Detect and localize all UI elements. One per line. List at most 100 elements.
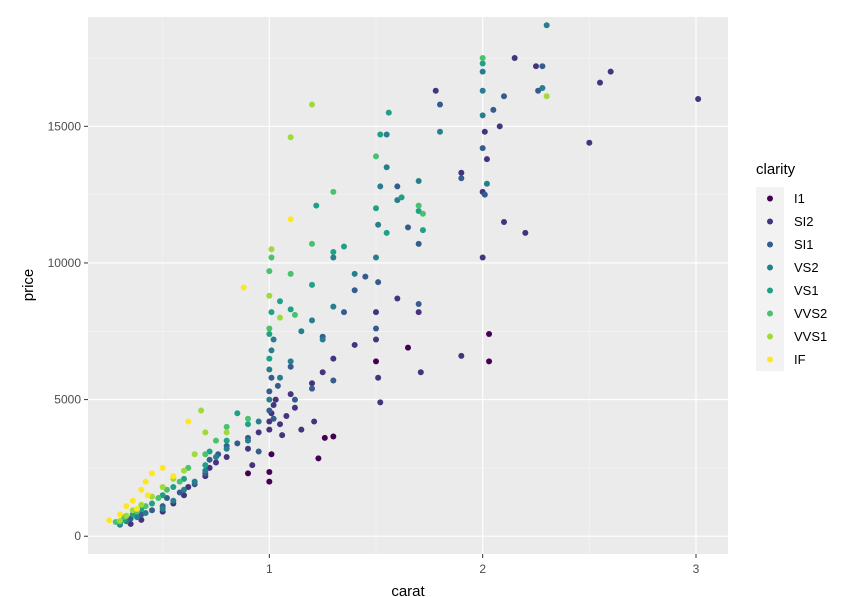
data-point-vs1 [268, 309, 275, 316]
y-axis-title: price [20, 269, 37, 302]
data-point-si1 [373, 325, 379, 332]
data-point-si2 [511, 54, 518, 61]
data-point-vvs1 [138, 501, 145, 508]
data-point-si2 [458, 352, 465, 359]
data-point-vvs1 [159, 484, 166, 491]
y-axis-ticks: 0 5000 10000 15000 [48, 119, 88, 543]
data-point-vs1 [266, 355, 273, 362]
data-point-si1 [287, 363, 294, 370]
data-point-if [149, 470, 155, 477]
data-point-vs2 [134, 514, 141, 521]
data-point-si2 [501, 218, 507, 225]
data-point-si2 [607, 68, 614, 75]
data-point-si1 [481, 191, 488, 198]
data-point-vvs2 [419, 210, 426, 217]
data-point-vvs2 [176, 478, 183, 485]
data-point-si2 [394, 295, 401, 302]
data-point-si2 [185, 484, 192, 491]
data-point-si1 [176, 489, 183, 496]
data-point-vvs2 [163, 486, 170, 493]
data-point-vs1 [398, 194, 405, 201]
data-point-si1 [479, 145, 486, 152]
data-point-si2 [483, 156, 490, 163]
data-point-vs1 [377, 131, 384, 138]
data-point-si2 [415, 309, 422, 316]
data-point-si2 [266, 426, 273, 433]
data-point-vvs2 [479, 54, 486, 61]
data-point-si2 [330, 355, 337, 362]
data-point-si1 [149, 507, 155, 514]
data-point-vvs1 [543, 93, 550, 100]
data-point-i1 [266, 469, 273, 476]
data-point-vs2 [181, 486, 187, 493]
data-point-vs1 [385, 109, 392, 116]
data-point-si1 [535, 87, 542, 94]
data-point-vvs2 [287, 270, 294, 277]
data-point-vs2 [483, 180, 490, 187]
data-point-vs2 [415, 177, 422, 184]
data-point-si2 [432, 87, 439, 94]
data-point-vs1 [223, 437, 230, 444]
data-point-si2 [272, 396, 279, 403]
data-point-vs2 [377, 183, 384, 190]
data-point-si1 [415, 240, 422, 247]
legend-label: VVS2 [794, 306, 827, 321]
data-point-vs1 [149, 500, 155, 507]
x-axis-title: carat [391, 583, 425, 597]
data-point-vs2 [351, 270, 358, 277]
data-point-si2 [351, 341, 358, 348]
legend: clarity I1 SI2 SI1 VS2 VS1 VVS2 VVS1 IF [756, 161, 827, 371]
data-point-i1 [330, 433, 337, 440]
data-point-vvs1 [123, 512, 130, 519]
data-point-si2 [277, 421, 283, 428]
data-point-vvs2 [155, 494, 162, 501]
data-point-si2 [479, 254, 486, 261]
data-point-si2 [283, 412, 290, 419]
data-point-vs2 [202, 467, 209, 474]
x-tick-label: 3 [693, 562, 700, 576]
data-point-vs1 [341, 243, 347, 250]
data-point-si2 [586, 139, 593, 146]
data-point-vs1 [170, 484, 177, 491]
data-point-i1 [245, 470, 251, 477]
data-point-if [144, 492, 151, 499]
data-point-si1 [291, 396, 298, 403]
data-point-vs2 [543, 22, 550, 29]
data-point-si1 [266, 407, 273, 414]
data-point-vs1 [373, 205, 379, 212]
legend-item-vs1: VS1 [756, 279, 819, 302]
data-point-si1 [234, 440, 241, 447]
data-point-vs2 [142, 510, 149, 517]
data-point-if [117, 511, 123, 518]
data-point-si2 [291, 404, 298, 411]
data-point-si1 [405, 224, 411, 231]
data-point-si2 [245, 445, 251, 452]
data-point-si1 [394, 183, 401, 190]
data-point-si2 [311, 418, 318, 425]
data-point-si2 [522, 229, 529, 236]
data-point-vs1 [309, 281, 315, 288]
data-point-if [129, 497, 136, 504]
legend-item-si1: SI1 [756, 233, 814, 256]
data-point-si2 [223, 453, 230, 460]
y-tick-label: 10000 [48, 256, 82, 270]
data-point-if [106, 517, 113, 524]
data-point-vvs1 [181, 467, 187, 474]
data-point-vs2 [268, 347, 275, 354]
data-point-vs2 [255, 418, 262, 425]
data-point-si2 [287, 391, 294, 398]
data-point-vvs2 [213, 437, 219, 444]
data-point-i1 [486, 331, 493, 338]
data-point-si1 [415, 300, 422, 307]
legend-item-vs2: VS2 [756, 256, 819, 279]
data-point-si2 [319, 369, 326, 376]
data-point-vs1 [202, 462, 209, 469]
data-point-si2 [458, 169, 465, 176]
data-point-si2 [266, 418, 273, 425]
data-point-vs1 [181, 475, 187, 482]
data-point-vs2 [266, 366, 273, 373]
data-point-si1 [266, 388, 273, 395]
data-point-vs2 [170, 497, 177, 504]
data-point-si2 [417, 369, 424, 376]
legend-key-dot [767, 287, 773, 294]
